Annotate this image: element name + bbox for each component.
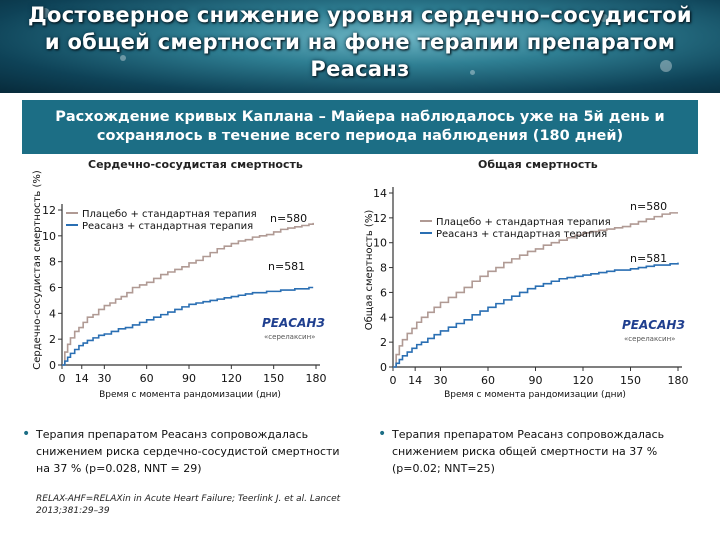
series-line-placebo — [62, 222, 314, 366]
y-tick-label: 2 — [380, 336, 387, 349]
reasanz-logo: РЕАСАНЗ — [262, 316, 325, 330]
bullet-dot-icon: • — [22, 426, 31, 442]
decorative-bubble — [120, 55, 126, 61]
series-line-reasanz — [393, 262, 679, 368]
y-tick-label: 0 — [49, 359, 56, 372]
y-tick-label: 6 — [49, 282, 56, 295]
reference-footnote: RELAX-AHF=RELAXin in Acute Heart Failure… — [36, 494, 341, 516]
y-axis-label: Общая смертность (%) — [364, 210, 375, 331]
x-tick-label: 60 — [140, 372, 154, 385]
legend-label: Реасанз + стандартная терапия — [436, 229, 607, 240]
y-tick-label: 10 — [42, 230, 56, 243]
series-n-label: n=581 — [630, 252, 667, 265]
reasanz-logo: РЕАСАНЗ — [622, 318, 685, 332]
y-tick-label: 14 — [373, 187, 387, 200]
x-tick-label: 150 — [620, 374, 641, 387]
x-tick-label: 120 — [221, 372, 242, 385]
bullet-text: Терапия препаратом Реасанз сопровождалас… — [392, 428, 665, 475]
y-tick-label: 12 — [373, 212, 387, 225]
decorative-bubble — [600, 14, 608, 22]
y-tick-label: 8 — [49, 256, 56, 269]
bullet-dot-icon: • — [378, 426, 387, 442]
reasanz-logo-sub: «серелаксин» — [624, 335, 675, 343]
chart-right-title: Общая смертность — [478, 158, 598, 171]
y-tick-label: 12 — [42, 204, 56, 217]
x-tick-label: 120 — [573, 374, 594, 387]
legend-label: Плацебо + стандартная терапия — [82, 209, 257, 220]
page-title-line: Реасанз — [310, 57, 410, 81]
chart-panel-total-mortality: 0 2 4 6 8 10 12 14 0 14 30 60 90 120 150 180 Общая смерт… — [364, 187, 689, 400]
y-tick-label: 6 — [380, 286, 387, 299]
y-tick-label: 4 — [380, 311, 387, 324]
decorative-bubble — [40, 8, 50, 18]
bullet-cv-mortality: • Терапия препаратом Реасанз сопровождал… — [22, 426, 346, 477]
x-tick-label: 180 — [306, 372, 327, 385]
bullet-text: Терапия препаратом Реасанз сопровождалас… — [36, 428, 340, 475]
x-axis-label: Время с момента рандомизации (дни) — [444, 390, 626, 400]
x-tick-label: 90 — [182, 372, 196, 385]
page-title-line: и общей смертности на фоне терапии препа… — [44, 30, 676, 54]
chart-left-title: Сердечно-сосудистая смертность — [88, 158, 303, 171]
x-tick-label: 0 — [390, 374, 397, 387]
x-tick-label: 14 — [75, 372, 89, 385]
x-tick-label: 30 — [434, 374, 448, 387]
y-tick-label: 0 — [380, 361, 387, 374]
decorative-bubble — [660, 60, 672, 72]
finding-banner: Расхождение кривых Каплана – Майера набл… — [22, 100, 698, 154]
page-title: Достоверное снижение уровня сердечно–сос… — [0, 2, 720, 83]
y-tick-label: 4 — [49, 307, 56, 320]
y-axis-label: Сердечно-сосудистая смертность (%) — [32, 170, 43, 370]
series-n-label: n=581 — [268, 260, 305, 273]
series-line-reasanz — [62, 286, 314, 366]
x-tick-label: 60 — [481, 374, 495, 387]
x-tick-label: 180 — [668, 374, 689, 387]
bullet-total-mortality: • Терапия препаратом Реасанз сопровождал… — [378, 426, 682, 477]
header-banner: Достоверное снижение уровня сердечно–сос… — [0, 0, 720, 93]
decorative-bubble — [470, 70, 475, 75]
reasanz-logo-sub: «серелаксин» — [264, 333, 315, 341]
x-tick-label: 150 — [263, 372, 284, 385]
x-axis-label: Время с момента рандомизации (дни) — [99, 390, 281, 400]
series-n-label: n=580 — [630, 200, 667, 213]
x-tick-label: 90 — [529, 374, 543, 387]
y-tick-label: 8 — [380, 262, 387, 275]
finding-banner-line: сохранялось в течение всего периода набл… — [96, 128, 624, 144]
y-tick-label: 2 — [49, 333, 56, 346]
finding-banner-line: Расхождение кривых Каплана – Майера набл… — [55, 109, 665, 125]
y-tick-label: 10 — [373, 237, 387, 250]
x-tick-label: 14 — [408, 374, 422, 387]
x-tick-label: 30 — [97, 372, 111, 385]
x-tick-label: 0 — [59, 372, 66, 385]
series-line-placebo — [393, 212, 678, 368]
page-title-line: Достоверное снижение уровня сердечно–сос… — [28, 3, 692, 27]
legend-label: Реасанз + стандартная терапия — [82, 221, 253, 232]
legend-label: Плацебо + стандартная терапия — [436, 217, 611, 228]
series-n-label: n=580 — [270, 212, 307, 225]
